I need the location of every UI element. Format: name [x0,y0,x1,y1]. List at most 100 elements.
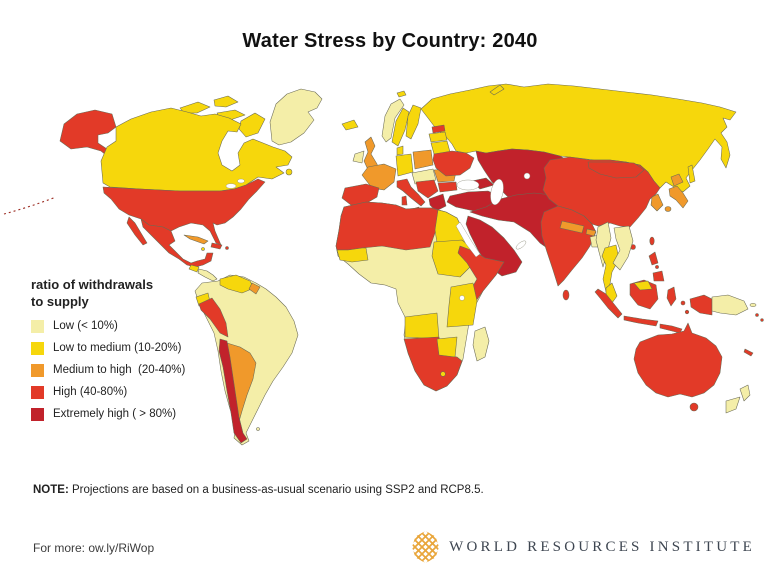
country-italy [396,178,426,207]
arctic-islands-baffin [238,112,266,138]
country-denmark [396,145,404,156]
island-newfoundland [285,168,293,176]
legend-label-low: Low (< 10%) [53,320,118,333]
region-baltics [428,131,448,143]
island-sardinia [401,195,408,206]
island-taiwan [649,236,655,246]
island-sakhalin [687,164,696,184]
country-norway [381,98,405,143]
country-zimbabwe [436,336,458,358]
country-canada [100,107,293,192]
legend-swatch-medium-high [31,363,44,377]
region-iberia [341,183,380,206]
region-indochina [612,225,634,271]
country-japan-honshu [668,185,689,209]
country-poland [412,149,434,170]
black-sea [456,179,480,191]
map-legend: ratio of withdrawals to supply Low (< 10… [31,277,185,430]
island-puerto-rico [225,246,229,250]
caspian-sea [490,179,504,205]
country-venezuela [219,274,255,294]
legend-label-high: High (40-80%) [53,386,128,399]
region-guyanas [248,282,261,295]
island-new-caledonia [743,348,754,357]
region-arabian-peninsula [465,215,523,277]
legend-item-low-medium: Low to medium (10-20%) [31,341,185,355]
country-papua-new-guinea [711,294,749,316]
island-solomon-b [760,318,764,322]
island-new-britain [749,303,757,307]
country-greece [428,193,447,212]
country-estonia [431,124,446,134]
footer-more-link[interactable]: For more: ow.ly/RiWop [33,541,155,555]
island-sumatra [594,288,623,319]
region-baja-california [126,216,148,246]
country-japan-kyushu [664,206,672,212]
legend-label-medium-high: Medium to high (20-40%) [53,364,186,377]
region-malaysia-borneo [633,280,653,291]
island-greenland [269,88,323,146]
legend-label-low-medium: Low to medium (10-20%) [53,342,182,355]
legend-label-extremely-high: Extremely high ( > 80%) [53,408,177,421]
wri-wordmark: WORLD RESOURCES INSTITUTE [449,538,755,555]
region-horn-of-africa [457,245,505,302]
legend-title-line1: ratio of withdrawals [31,277,154,292]
region-central-america [197,268,218,282]
legend-item-high: High (40-80%) [31,385,185,399]
country-korea [650,193,664,212]
arctic-islands-b [213,95,239,108]
island-cuba [183,234,209,245]
country-sri-lanka [562,289,570,301]
legend-swatch-low [31,319,44,333]
persian-gulf [515,240,527,250]
island-java [623,315,659,327]
note-text: Projections are based on a business-as-u… [68,484,484,496]
legend-swatch-low-medium [31,341,44,355]
country-australia [633,322,723,398]
country-ukraine [432,150,475,177]
region-north-africa [335,201,439,251]
aral-sea [523,172,531,180]
country-finland [405,104,422,140]
wri-logo: WORLD RESOURCES INSTITUTE [412,531,755,563]
island-svalbard [396,90,407,98]
legend-swatch-extremely-high [31,407,44,421]
island-novaya-zemlya [489,84,505,96]
country-bulgaria [437,181,458,193]
aleutian-islands [3,196,57,215]
country-new-zealand-south [725,396,741,414]
country-peru [198,297,229,338]
country-guatemala [188,264,200,273]
page-title: Water Stress by Country: 2040 [242,30,538,52]
country-germany [395,153,414,177]
island-solomon-a [755,313,759,317]
country-philippines-mindanao [652,270,665,282]
great-lakes-west [225,183,237,189]
island-moluccas-a [680,300,686,306]
country-ireland [352,150,365,164]
country-chile [218,338,248,444]
country-angola [404,312,440,340]
legend-swatch-high [31,385,44,399]
country-mexico [140,218,214,268]
great-lakes-east [237,178,245,184]
island-moluccas-b [684,309,690,315]
country-sweden [391,107,410,147]
country-france [361,163,397,191]
country-nepal [559,220,585,234]
legend-item-medium-high: Medium to high (20-40%) [31,363,186,377]
country-iceland [341,119,359,131]
island-falklands [256,427,260,431]
country-lesotho [440,371,446,377]
legend-item-low: Low (< 10%) [31,319,185,333]
island-madagascar [472,326,490,362]
country-new-zealand-north [739,384,751,402]
country-mongolia [587,161,645,179]
country-japan-hokkaido [670,173,684,187]
lake-victoria [459,295,465,301]
island-hispaniola [210,242,223,250]
country-philippines-visayas [655,265,659,269]
region-west-papua [689,294,713,316]
